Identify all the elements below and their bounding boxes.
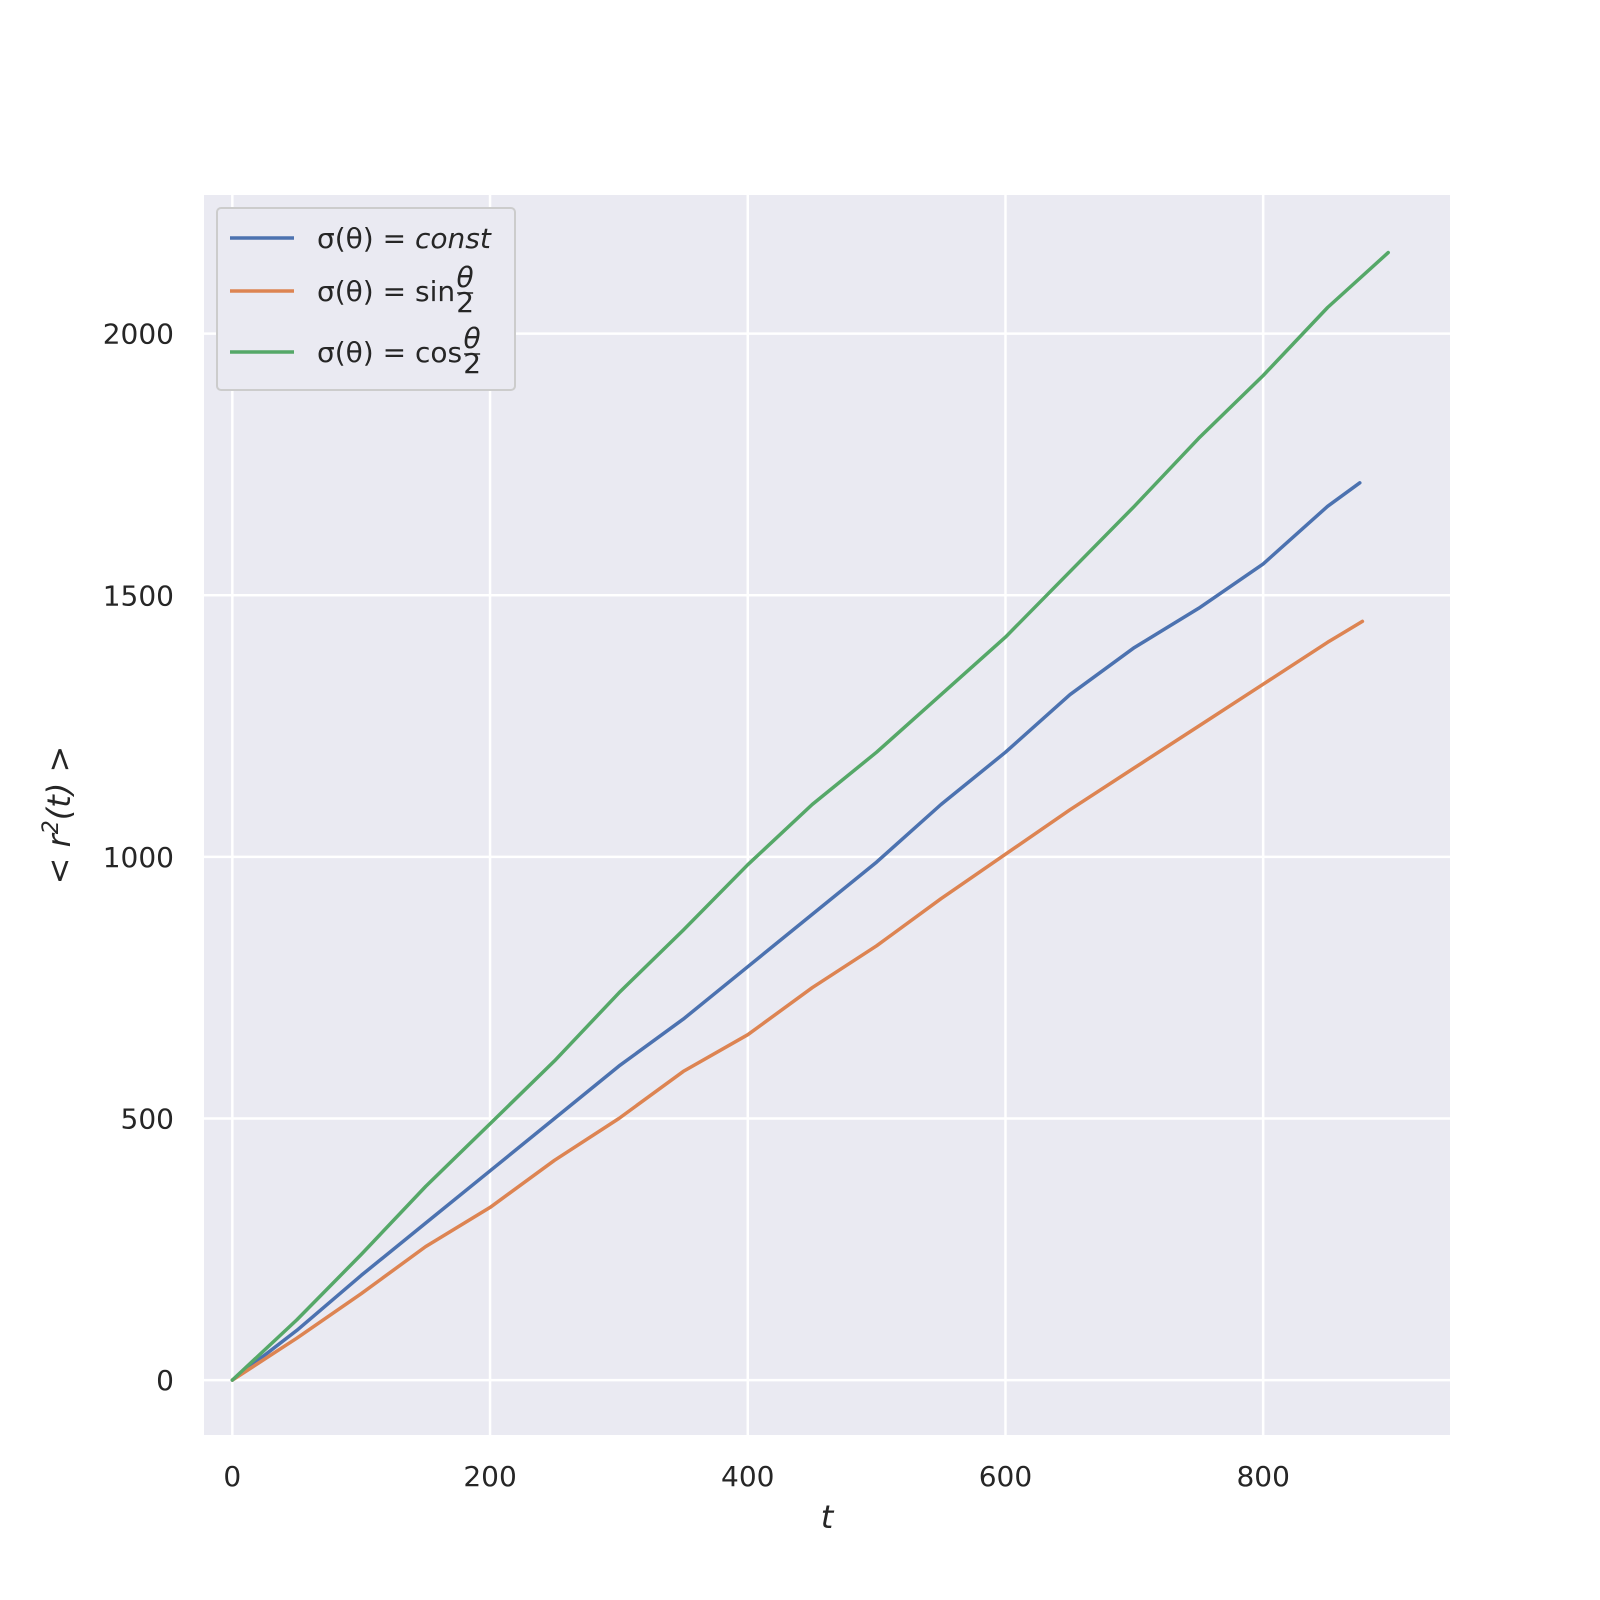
legend-entry: σ(θ) = cos <box>317 336 462 369</box>
y-tick-label: 1000 <box>103 841 174 874</box>
x-tick-label: 400 <box>721 1460 774 1493</box>
x-tick-labels: 0 200 400 600 800 <box>223 1460 1289 1493</box>
series-line-2 <box>230 619 1365 1382</box>
legend-frac-denominator: 2 <box>456 286 474 319</box>
y-tick-label: 0 <box>156 1364 174 1397</box>
x-tick-label: 600 <box>979 1460 1032 1493</box>
legend-box <box>216 207 516 391</box>
series-line-3 <box>230 250 1390 1382</box>
x-tick-label: 200 <box>463 1460 516 1493</box>
y-axis-label: < r2(t) > <box>39 746 78 885</box>
y-tick-label: 1500 <box>103 579 174 612</box>
legend-frac-numerator: θ <box>457 261 474 294</box>
x-tick-label: 0 <box>223 1460 241 1493</box>
legend-entry: σ(θ) = sin <box>317 275 455 308</box>
y-tick-label: 2000 <box>103 318 174 351</box>
legend-frac-denominator: 2 <box>463 347 481 380</box>
series-layer <box>230 250 1390 1382</box>
x-tick-label: 800 <box>1236 1460 1289 1493</box>
y-tick-labels: 0 500 1000 1500 2000 <box>103 318 174 1397</box>
legend-entry: σ(θ) = const <box>317 222 492 255</box>
plot-background <box>204 195 1450 1435</box>
legend-frac-numerator: θ <box>464 322 481 355</box>
grid <box>204 195 1450 1435</box>
y-tick-label: 500 <box>121 1102 174 1135</box>
x-axis-label: t <box>821 1498 835 1536</box>
series-line-1 <box>230 481 1362 1382</box>
